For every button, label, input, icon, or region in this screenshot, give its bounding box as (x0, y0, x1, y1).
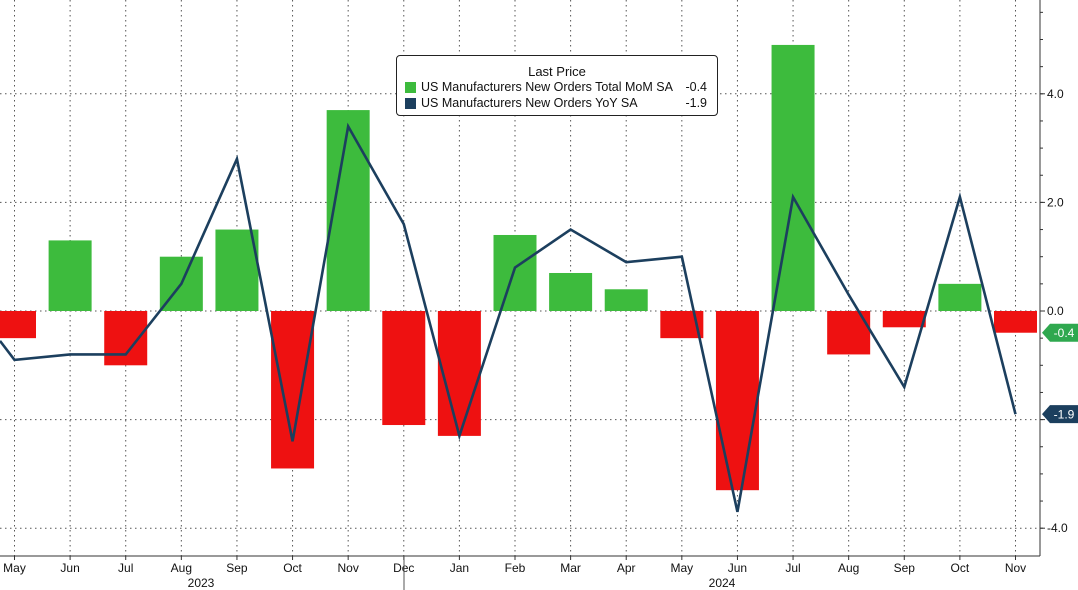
legend-label-mom: US Manufacturers New Orders Total MoM SA (421, 80, 673, 94)
bar (994, 311, 1037, 333)
bar (493, 234, 537, 311)
x-tick-label: Nov (337, 561, 358, 575)
bar (882, 311, 926, 328)
x-tick-label: Sep (894, 561, 916, 575)
legend-item-yoy: US Manufacturers New Orders YoY SA -1.9 (405, 96, 711, 112)
x-tick-label: Nov (1005, 561, 1026, 575)
bar (215, 229, 259, 311)
x-tick-label: May (3, 561, 26, 575)
x-tick-label: Jul (785, 561, 800, 575)
x-tick-label: Feb (505, 561, 526, 575)
line-series (0, 122, 1017, 513)
x-tick-label: May (670, 561, 693, 575)
year-label-2024: 2024 (709, 576, 736, 590)
x-tick-label: Jan (450, 561, 469, 575)
legend-value-mom: -0.4 (685, 80, 707, 94)
x-tick-label: Apr (617, 561, 636, 575)
bar (938, 283, 982, 311)
badge-yoy-shape (1042, 405, 1078, 424)
x-tick-label: Oct (283, 561, 302, 575)
legend-value-yoy: -1.9 (685, 96, 707, 110)
bar (271, 311, 315, 469)
x-tick-label: Jun (728, 561, 747, 575)
badge-yoy-text: -1.9 (1054, 408, 1075, 422)
bar (0, 311, 36, 339)
x-tick-label: Jul (118, 561, 133, 575)
legend: Last Price US Manufacturers New Orders T… (396, 55, 718, 116)
badge-mom: -0.4 (1042, 323, 1078, 342)
badge-mom-text: -0.4 (1054, 326, 1075, 340)
bar (715, 311, 759, 491)
badge-mom-shape (1042, 323, 1078, 342)
legend-item-mom: US Manufacturers New Orders Total MoM SA… (405, 80, 711, 96)
x-tick-label: Aug (838, 561, 859, 575)
bar (382, 311, 426, 426)
bar (771, 44, 815, 312)
legend-swatch-yoy (405, 98, 416, 109)
y-tick-label: 4.0 (1047, 87, 1064, 101)
badge-yoy: -1.9 (1042, 405, 1078, 424)
x-tick-label: Jun (60, 561, 79, 575)
x-axis: May Jun Jul Aug Sep Oct Nov Dec Jan Feb Mar Apr May J… (0, 555, 1040, 590)
x-tick-label: Aug (171, 561, 192, 575)
year-label-2023: 2023 (188, 576, 215, 590)
x-tick-label: Sep (226, 561, 248, 575)
last-value-badges: -0.4 -1.9 (1042, 323, 1078, 424)
x-tick-label: Oct (951, 561, 970, 575)
bar (437, 311, 481, 436)
x-tick-label: Mar (560, 561, 581, 575)
bar (549, 272, 593, 311)
legend-title: Last Price (528, 64, 586, 79)
y-axis: 4.0 2.0 0.0 -4.0 (1039, 0, 1068, 556)
bar (604, 289, 648, 311)
legend-label-yoy: US Manufacturers New Orders YoY SA (421, 96, 638, 110)
y-tick-label: 2.0 (1047, 195, 1064, 209)
bar (48, 240, 92, 311)
legend-swatch-mom (405, 82, 416, 93)
bar (104, 311, 148, 366)
y-tick-label: -4.0 (1047, 521, 1068, 535)
y-tick-label: 0.0 (1047, 304, 1064, 318)
yoy-line (0, 122, 1017, 513)
bar-series (0, 44, 1037, 491)
